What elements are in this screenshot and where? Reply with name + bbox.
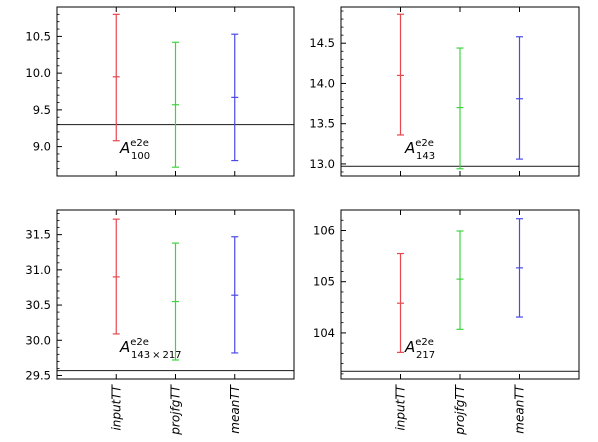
y-tick-label: 106 [313, 223, 335, 237]
errorbar-projfgTT [456, 47, 464, 170]
errorbar-inputTT [397, 13, 404, 136]
y-tick-label: 10.5 [25, 29, 51, 43]
errorbar-inputTT [112, 13, 120, 142]
x-category-label: meanTT [228, 383, 242, 433]
y-tick-label: 104 [313, 326, 335, 340]
y-tick-label: 31.0 [25, 263, 51, 277]
errorbar-meanTT [516, 36, 523, 160]
errorbar-projfgTT [456, 230, 464, 330]
x-category-label: inputTT [109, 383, 123, 430]
y-tick-label: 30.5 [25, 298, 51, 312]
panel-label-subscript: 217 [416, 350, 435, 361]
y-tick-label: 30.0 [25, 333, 51, 347]
panel-label-subscript: 143 [416, 151, 435, 162]
errorbar-meanTT [231, 236, 239, 354]
errorbar-meanTT [516, 218, 523, 318]
errorbar-projfgTT [172, 41, 179, 168]
y-tick-label: 14.0 [309, 76, 335, 90]
y-tick-label: 10.0 [25, 66, 51, 80]
y-tick-label: 9.0 [33, 140, 51, 154]
y-tick-label: 14.5 [309, 36, 335, 50]
panel-label: Ae2e [119, 337, 149, 356]
x-category-label: projfgTT [169, 383, 183, 435]
panel-label-subscript: 100 [131, 151, 150, 162]
errorbar-projfgTT [172, 242, 179, 361]
x-category-label: projfgTT [453, 383, 467, 435]
panel-label: Ae2e [404, 337, 434, 356]
errorbar-inputTT [112, 218, 120, 335]
x-category-label: meanTT [513, 383, 527, 433]
x-category-label: inputTT [394, 383, 408, 430]
panel-label: Ae2e [404, 138, 434, 157]
y-tick-label: 105 [313, 275, 335, 289]
y-tick-label: 31.5 [25, 228, 51, 242]
y-tick-label: 29.5 [25, 368, 51, 382]
y-tick-label: 9.5 [33, 103, 51, 117]
y-tick-label: 13.0 [309, 157, 335, 171]
errorbar-meanTT [231, 33, 239, 162]
panel-label: Ae2e [119, 138, 149, 157]
panel-label-subscript: 143 × 217 [131, 350, 182, 361]
errorbar-inputTT [397, 252, 404, 353]
y-tick-label: 13.5 [309, 117, 335, 131]
